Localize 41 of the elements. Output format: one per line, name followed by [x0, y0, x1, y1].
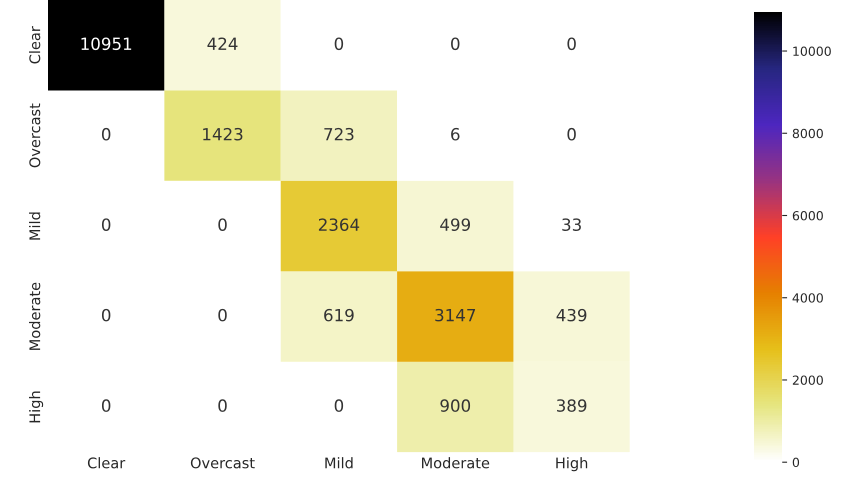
data-label: 10951	[81, 37, 132, 50]
data-label: 0	[567, 37, 576, 50]
color-bar-label: 10000	[793, 46, 831, 56]
x-tick-label: Mild	[325, 457, 353, 468]
data-label: 0	[218, 308, 227, 322]
data-label: 3147	[435, 308, 476, 322]
data-label: 499	[440, 218, 470, 231]
y-tick-label: Moderate	[29, 282, 40, 350]
data-label: 2364	[318, 218, 360, 231]
x-tick-label: Clear	[88, 457, 126, 468]
data-label: 389	[557, 399, 586, 412]
color-bar-label: 4000	[792, 293, 823, 303]
y-tick-label: High	[29, 392, 44, 422]
data-label: 619	[324, 308, 354, 322]
data-label: 0	[218, 399, 227, 412]
data-label: 723	[324, 128, 354, 141]
data-label: 6	[451, 128, 460, 141]
x-tick-label: Moderate	[422, 457, 490, 468]
data-label: 424	[207, 37, 238, 50]
data-label: 1423	[203, 128, 242, 141]
data-label: 0	[451, 37, 460, 50]
color-bar-label: 8000	[792, 128, 823, 138]
color-bar-label: 6000	[792, 210, 823, 220]
data-label: 0	[334, 399, 344, 412]
y-tick-label: Overcast	[29, 104, 40, 168]
x-tick-label: High	[556, 457, 588, 472]
data-label: 0	[567, 128, 576, 141]
color-bar-label: 0	[792, 458, 800, 468]
data-label: 0	[102, 308, 110, 322]
y-tick-label: Mild	[29, 212, 40, 240]
data-label: 0	[102, 399, 110, 412]
x-tick-label: Overcast	[190, 457, 255, 468]
data-label: 0	[102, 218, 110, 231]
data-label: 33	[562, 218, 581, 231]
data-label: 0	[334, 37, 344, 50]
data-label: 439	[556, 308, 586, 322]
y-tick-label: Clear	[29, 26, 40, 64]
color-bar-label: 2000	[792, 375, 823, 385]
data-label: 0	[102, 128, 110, 141]
data-label: 900	[440, 399, 470, 412]
data-label: 0	[218, 218, 227, 231]
